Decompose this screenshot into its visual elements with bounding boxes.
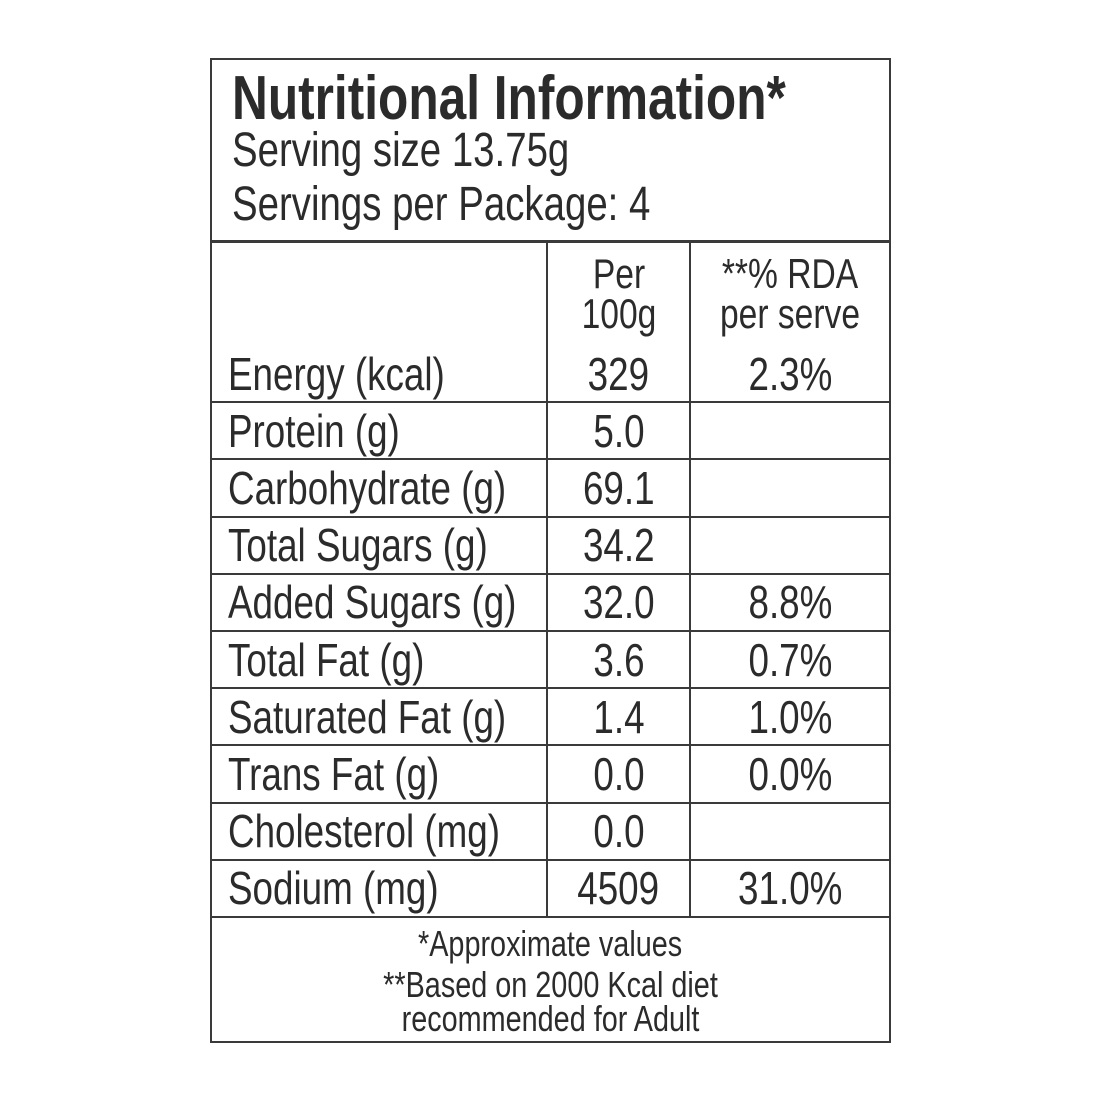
border	[210, 58, 891, 60]
per-100g-value: 5.0	[592, 404, 645, 457]
nutrient-name: Trans Fat (g)	[228, 747, 440, 800]
nutrient-name: Saturated Fat (g)	[228, 690, 507, 743]
servings-cell: Servings per Package: 4	[232, 177, 755, 231]
table-cell: 5.0	[548, 402, 689, 459]
footer-cell: *Approximate values	[212, 923, 889, 964]
table-cell: 69.1	[548, 459, 689, 516]
table-cell: 0.0	[548, 803, 689, 860]
nutrient-name: Total Fat (g)	[228, 633, 425, 686]
rda-value: 1.0%	[748, 690, 832, 743]
table-cell: 1.0%	[691, 688, 889, 745]
per-100g-value: 3.6	[592, 633, 645, 686]
rda-value: 8.8%	[748, 576, 832, 629]
column-line	[689, 241, 691, 917]
column-label: **% RDA per serve	[719, 250, 861, 337]
title: Nutritional Information*	[232, 63, 786, 133]
rda-value: 2.3%	[748, 347, 832, 400]
rda-value: 0.0%	[748, 747, 832, 800]
table-cell: 31.0%	[691, 860, 889, 917]
divider	[210, 916, 891, 918]
nutrient-name: Sodium (mg)	[228, 862, 439, 915]
table-cell: Sodium (mg)	[228, 860, 546, 917]
border	[889, 58, 891, 1043]
table-cell: Protein (g)	[228, 402, 546, 459]
nutrient-name: Carbohydrate (g)	[228, 461, 507, 514]
row-line	[210, 630, 891, 632]
column-label: Per 100g	[581, 250, 656, 337]
nutrient-name: Cholesterol (mg)	[228, 805, 500, 858]
table-cell: 3.6	[548, 631, 689, 688]
table-cell: Added Sugars (g)	[228, 574, 546, 631]
footnote: *Approximate values	[418, 923, 683, 964]
column-head: **% RDA per serve	[691, 246, 889, 342]
row-line	[210, 458, 891, 460]
per-100g-value: 329	[587, 347, 650, 400]
table-cell: 1.4	[548, 688, 689, 745]
table-cell: 8.8%	[691, 574, 889, 631]
nutrient-name: Total Sugars (g)	[228, 519, 488, 572]
per-100g-value: 1.4	[592, 690, 645, 743]
table-cell: 32.0	[548, 574, 689, 631]
footer-cell: **Based on 2000 Kcal diet recommended fo…	[232, 964, 869, 1040]
column-line	[546, 241, 548, 917]
row-line	[210, 687, 891, 689]
table-cell: 2.3%	[691, 345, 889, 402]
per-100g-value: 0.0	[592, 747, 645, 800]
column-head: Per 100g	[548, 246, 689, 342]
table-cell: Trans Fat (g)	[228, 745, 546, 802]
table-cell: Cholesterol (mg)	[228, 803, 546, 860]
divider	[210, 240, 891, 243]
title-cell: Nutritional Information*	[232, 64, 924, 133]
nutrient-name: Added Sugars (g)	[228, 576, 517, 629]
row-line	[210, 573, 891, 575]
row-line	[210, 401, 891, 403]
serving-size: Serving size 13.75g	[232, 123, 570, 177]
row-line	[210, 516, 891, 518]
border	[210, 58, 212, 1043]
table-cell: 0.7%	[691, 631, 889, 688]
per-100g-value: 69.1	[582, 461, 655, 514]
per-100g-value: 0.0	[592, 805, 645, 858]
border	[210, 1041, 891, 1043]
serving-cell: Serving size 13.75g	[232, 123, 654, 177]
table-cell: 34.2	[548, 517, 689, 574]
table-cell: Saturated Fat (g)	[228, 688, 546, 745]
rda-value: 31.0%	[737, 862, 843, 915]
table-cell: 0.0%	[691, 745, 889, 802]
row-line	[210, 859, 891, 861]
table-cell: 0.0	[548, 745, 689, 802]
table-cell: Energy (kcal)	[228, 345, 546, 402]
table-cell: 329	[548, 345, 689, 402]
row-line	[210, 802, 891, 804]
per-100g-value: 34.2	[582, 519, 655, 572]
table-cell: Total Fat (g)	[228, 631, 546, 688]
footnote: **Based on 2000 Kcal diet recommended fo…	[383, 963, 718, 1039]
rda-value: 0.7%	[748, 633, 832, 686]
table-cell: Carbohydrate (g)	[228, 459, 546, 516]
table-cell: Total Sugars (g)	[228, 517, 546, 574]
table-cell: 4509	[548, 860, 689, 917]
nutrient-name: Energy (kcal)	[228, 347, 445, 400]
per-100g-value: 4509	[577, 862, 660, 915]
row-line	[210, 744, 891, 746]
per-100g-value: 32.0	[582, 576, 655, 629]
servings: Servings per Package: 4	[232, 177, 651, 231]
nutrient-name: Protein (g)	[228, 404, 400, 457]
